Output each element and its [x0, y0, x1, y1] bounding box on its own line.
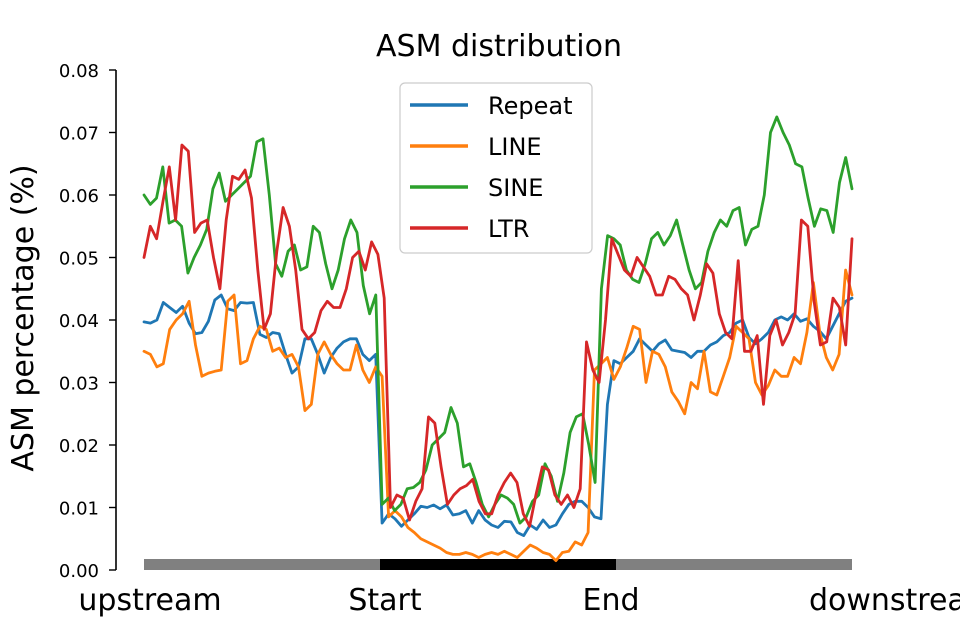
- series-line-ltr: [142, 143, 854, 528]
- region-label-end: End: [582, 583, 639, 618]
- y-tick-label: 0.07: [59, 124, 99, 145]
- region-label-upstream: upstream: [78, 583, 221, 618]
- legend: Repeat LINE SINE LTR: [399, 82, 593, 254]
- y-axis-label: ASM percentage (%): [6, 164, 41, 471]
- region-label-downstream: downstream: [809, 583, 960, 618]
- y-tick-label: 0.05: [59, 249, 99, 270]
- y-tick-label: 0.01: [59, 499, 99, 520]
- y-tick-label: 0.02: [59, 436, 99, 457]
- legend-label-line: LINE: [488, 133, 542, 161]
- y-axis-ticks: 0.00 0.01 0.02 0.03 0.04 0.05 0.06 0.07 0.08: [59, 61, 116, 582]
- region-bar-downstream: [616, 559, 852, 570]
- region-bar-upstream: [144, 559, 380, 570]
- chart-title: ASM distribution: [376, 29, 622, 64]
- region-labels: upstream Start End downstream: [78, 583, 960, 618]
- series-lines: [142, 115, 854, 562]
- series-line-line: [142, 268, 854, 562]
- y-tick-label: 0.08: [59, 61, 99, 82]
- y-tick-label: 0.06: [59, 186, 99, 207]
- region-bars: [144, 559, 852, 570]
- y-tick-label: 0.00: [59, 561, 99, 582]
- y-tick-label: 0.03: [59, 374, 99, 395]
- legend-label-ltr: LTR: [488, 215, 529, 243]
- y-tick-label: 0.04: [59, 311, 99, 332]
- series-line-sine: [142, 115, 854, 525]
- region-bar-gene-body: [380, 559, 616, 570]
- legend-label-sine: SINE: [488, 174, 543, 202]
- legend-label-repeat: Repeat: [488, 92, 572, 120]
- region-label-start: Start: [348, 583, 422, 618]
- legend-box: [399, 82, 593, 254]
